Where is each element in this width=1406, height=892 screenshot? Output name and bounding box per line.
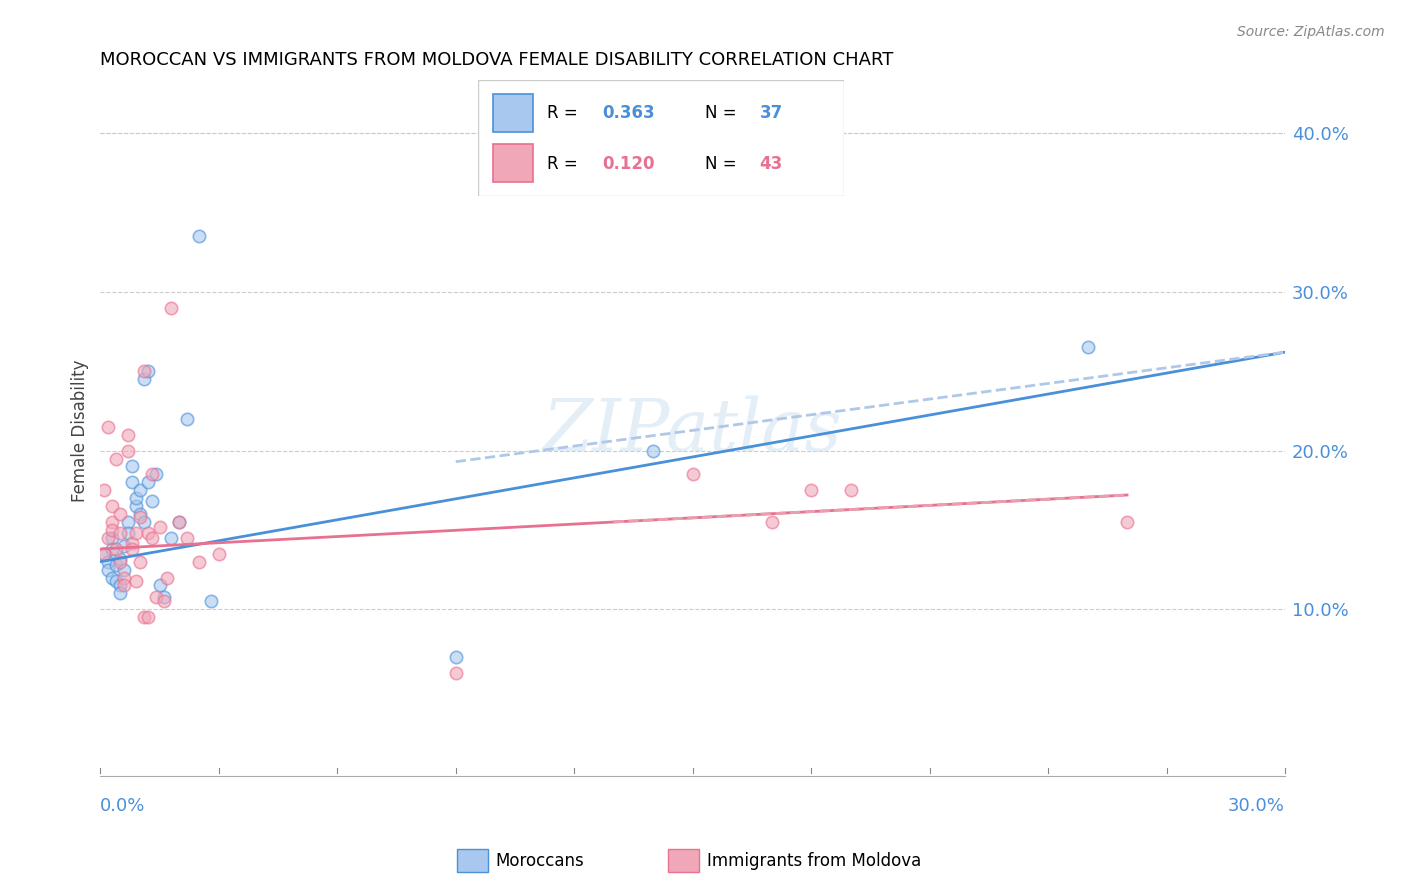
Point (136, 526, 159, 541)
Point (682, 467, 704, 482)
Text: R =: R = (547, 155, 583, 173)
Point (169, 515, 191, 529)
FancyBboxPatch shape (492, 95, 533, 132)
Point (121, 535, 143, 549)
Text: Source: ZipAtlas.com: Source: ZipAtlas.com (1237, 25, 1385, 39)
Point (176, 412, 198, 426)
Point (643, 443, 665, 458)
Point (105, 558, 128, 572)
Point (117, 515, 139, 529)
Point (112, 578, 135, 592)
Point (149, 578, 172, 592)
Point (121, 459, 143, 474)
Point (101, 570, 124, 584)
Point (141, 494, 163, 508)
Point (105, 574, 128, 588)
Text: N =: N = (704, 103, 741, 121)
Point (101, 523, 124, 537)
Point (97, 555, 120, 569)
FancyBboxPatch shape (478, 80, 844, 196)
Point (125, 491, 148, 506)
Point (444, 665, 467, 680)
Point (188, 555, 211, 569)
Point (108, 551, 131, 566)
Y-axis label: Female Disability: Female Disability (72, 359, 89, 502)
Point (108, 586, 131, 600)
Point (761, 515, 783, 529)
Point (117, 526, 139, 541)
Point (105, 541, 128, 556)
Point (108, 578, 131, 592)
Text: R =: R = (547, 103, 583, 121)
Point (152, 590, 174, 604)
Point (160, 531, 183, 545)
Point (93, 483, 115, 498)
Point (108, 555, 131, 569)
Point (128, 555, 150, 569)
Point (1077, 340, 1099, 354)
Point (117, 427, 139, 442)
Point (141, 467, 163, 482)
Point (145, 590, 167, 604)
Point (117, 443, 139, 458)
Point (128, 483, 150, 498)
Point (132, 610, 155, 624)
FancyBboxPatch shape (492, 144, 533, 182)
Point (125, 526, 148, 541)
Text: 37: 37 (759, 103, 783, 121)
Point (141, 531, 163, 545)
Point (121, 475, 143, 490)
Point (208, 547, 231, 561)
Point (112, 570, 135, 584)
Point (444, 649, 467, 664)
Point (169, 515, 191, 529)
Point (101, 531, 124, 545)
Point (128, 507, 150, 521)
Text: Moroccans: Moroccans (495, 852, 583, 870)
Point (112, 539, 135, 553)
Point (200, 594, 222, 608)
Text: 43: 43 (759, 155, 783, 173)
Point (108, 507, 131, 521)
Point (125, 574, 148, 588)
Text: ZIPatlas: ZIPatlas (543, 395, 842, 466)
Point (101, 515, 124, 529)
Point (1116, 515, 1139, 529)
Point (93, 547, 115, 561)
Point (145, 467, 167, 482)
Point (156, 570, 179, 584)
Point (108, 526, 131, 541)
Point (800, 483, 823, 498)
Point (176, 531, 198, 545)
Text: 0.363: 0.363 (602, 103, 655, 121)
Point (136, 364, 159, 378)
Point (839, 483, 862, 498)
Text: 0.120: 0.120 (602, 155, 655, 173)
Point (128, 510, 150, 524)
Point (132, 515, 155, 529)
Point (97, 419, 120, 434)
Point (125, 499, 148, 513)
Point (152, 594, 174, 608)
Point (132, 364, 155, 378)
Text: 0.0%: 0.0% (100, 797, 146, 814)
Point (97, 531, 120, 545)
Text: N =: N = (704, 155, 741, 173)
Point (93, 547, 115, 561)
Text: Immigrants from Moldova: Immigrants from Moldova (707, 852, 921, 870)
Point (149, 520, 172, 534)
Point (188, 229, 211, 244)
Point (136, 475, 159, 490)
Point (101, 499, 124, 513)
Point (101, 541, 124, 556)
Point (132, 372, 155, 386)
Point (160, 301, 183, 315)
Text: MOROCCAN VS IMMIGRANTS FROM MOLDOVA FEMALE DISABILITY CORRELATION CHART: MOROCCAN VS IMMIGRANTS FROM MOLDOVA FEMA… (100, 51, 894, 69)
Point (97, 563, 120, 577)
Point (136, 610, 159, 624)
Point (112, 563, 135, 577)
Point (105, 451, 128, 466)
Text: 30.0%: 30.0% (1227, 797, 1285, 814)
Point (121, 541, 143, 556)
